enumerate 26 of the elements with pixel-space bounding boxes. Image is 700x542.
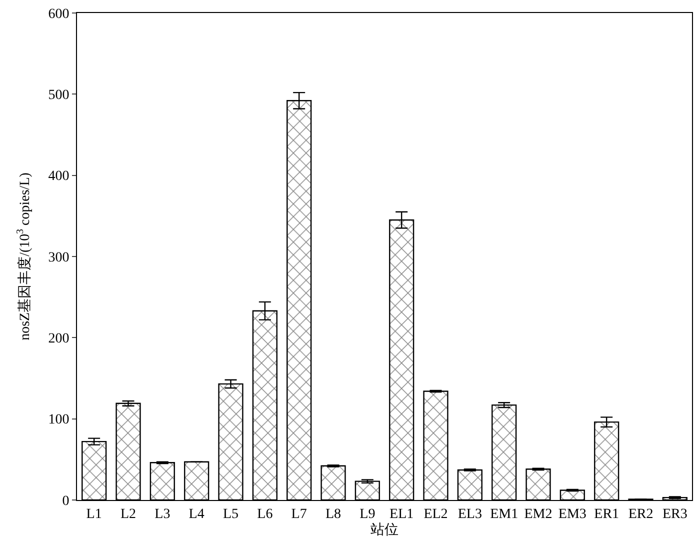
x-tick-label: ER3 — [662, 506, 688, 522]
y-tick-label: 200 — [48, 332, 70, 347]
x-tick-label: L4 — [188, 506, 204, 522]
y-tick-label: 400 — [48, 169, 70, 184]
x-tick-label: EM2 — [524, 506, 552, 522]
y-tick-label: 0 — [62, 494, 70, 509]
x-tick-label: L1 — [86, 506, 102, 522]
y-tick-label: 100 — [48, 412, 70, 428]
y-tick-label: 500 — [48, 88, 70, 104]
y-tick-label: 600 — [48, 6, 70, 22]
x-axis-title: 站位 — [370, 522, 398, 538]
x-tick-label: L8 — [325, 506, 342, 522]
y-tick-label: 300 — [48, 250, 70, 266]
x-tick-label: L2 — [120, 506, 136, 522]
x-tick-label: L5 — [222, 506, 239, 522]
x-tick-label: ER2 — [628, 506, 654, 522]
x-tick-label: L3 — [154, 506, 170, 522]
x-tick-label: ER1 — [594, 506, 620, 522]
x-tick-label: L6 — [257, 506, 273, 522]
x-tick-label: EM1 — [490, 506, 518, 522]
x-tick-label: EM3 — [558, 506, 586, 522]
x-tick-label: EL3 — [458, 506, 482, 522]
x-tick-label: L9 — [360, 506, 376, 522]
x-tick-label: EL2 — [424, 506, 448, 522]
x-tick-label: EL1 — [390, 506, 414, 522]
x-tick-label: L7 — [291, 506, 307, 522]
